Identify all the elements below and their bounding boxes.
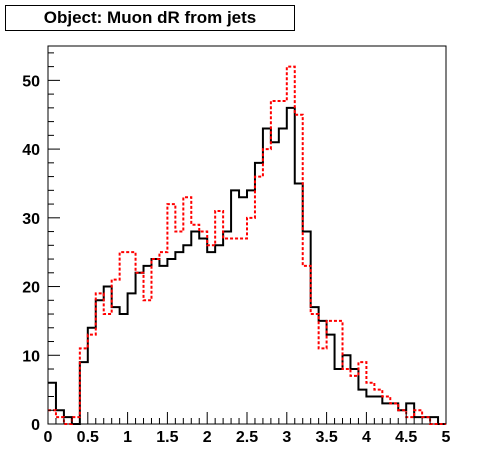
x-tick-label: 0.5 — [77, 429, 99, 446]
x-tick-label: 2.5 — [236, 429, 258, 446]
series-layer — [48, 65, 446, 425]
x-tick-label: 4 — [362, 429, 371, 446]
x-tick-label: 1.5 — [156, 429, 178, 446]
x-tick-label: 4.5 — [395, 429, 417, 446]
y-tick-label: 0 — [31, 417, 40, 434]
x-tick-label: 3 — [282, 429, 291, 446]
x-tick-label: 3.5 — [315, 429, 337, 446]
y-tick-label: 10 — [22, 348, 40, 365]
histogram-series-1 — [48, 106, 446, 425]
chart-title: Object: Muon dR from jets — [43, 8, 257, 27]
x-tick-label: 0 — [44, 429, 53, 446]
y-tick-label: 30 — [22, 211, 40, 228]
y-tick-label: 20 — [22, 280, 40, 297]
y-tick-label: 40 — [22, 142, 40, 159]
x-tick-label: 2 — [203, 429, 212, 446]
chart-title-box: Object: Muon dR from jets — [5, 5, 295, 31]
x-tick-label: 5 — [442, 429, 451, 446]
x-tick-label: 1 — [123, 429, 132, 446]
histogram-series-2 — [48, 65, 446, 425]
y-tick-label: 50 — [22, 73, 40, 90]
